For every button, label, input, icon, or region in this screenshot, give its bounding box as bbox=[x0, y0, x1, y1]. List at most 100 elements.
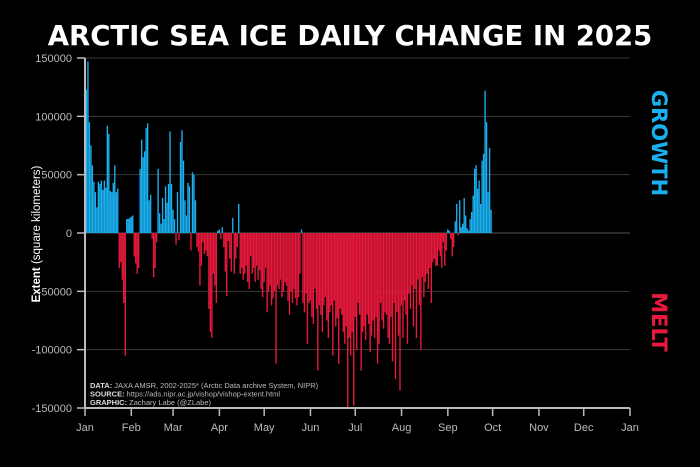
bar bbox=[130, 216, 132, 233]
bar bbox=[287, 233, 289, 301]
bar bbox=[145, 128, 147, 233]
bar bbox=[227, 233, 229, 242]
bar bbox=[388, 233, 391, 344]
bar bbox=[85, 89, 88, 233]
bar bbox=[353, 233, 355, 406]
bar bbox=[232, 217, 234, 233]
bar bbox=[176, 192, 179, 233]
bar bbox=[354, 233, 356, 317]
bar bbox=[441, 233, 443, 268]
bar bbox=[266, 233, 268, 313]
bar bbox=[264, 233, 267, 268]
bar bbox=[136, 233, 138, 274]
bar bbox=[442, 233, 444, 243]
bar bbox=[348, 233, 350, 338]
bar bbox=[208, 233, 210, 309]
bar bbox=[135, 233, 137, 264]
bar bbox=[97, 181, 100, 233]
melt-label: MELT bbox=[647, 292, 671, 352]
bar bbox=[199, 233, 201, 286]
credits: DATA: JAXA AMSR, 2002-2025* (Arctic Data… bbox=[90, 381, 319, 407]
x-tick-labels: Jan Feb Mar Apr May Jun Jul Aug Sep Oct Nov Dec Jan bbox=[76, 408, 639, 434]
bar bbox=[315, 233, 318, 309]
bar bbox=[417, 233, 419, 280]
bar bbox=[254, 233, 256, 282]
bar bbox=[421, 233, 424, 278]
bar bbox=[99, 184, 101, 233]
bar bbox=[146, 123, 149, 233]
bar bbox=[336, 233, 338, 319]
bar bbox=[330, 233, 332, 306]
bar bbox=[329, 233, 331, 313]
bar bbox=[300, 229, 303, 233]
y-tick-labels: 150000 100000 50000 0 -50000 -100000 -150000 bbox=[32, 53, 85, 415]
bar bbox=[102, 189, 104, 233]
credit-line: GRAPHIC: Zachary Labe (@ZLabe) bbox=[90, 398, 211, 407]
bar bbox=[255, 233, 258, 266]
bar bbox=[261, 233, 264, 298]
bar bbox=[303, 233, 306, 313]
bar bbox=[339, 233, 341, 309]
bar bbox=[157, 168, 159, 233]
bar bbox=[382, 233, 385, 329]
bar bbox=[175, 233, 177, 245]
bar bbox=[242, 233, 244, 280]
bar bbox=[476, 188, 479, 233]
bar bbox=[411, 233, 413, 286]
bar bbox=[424, 233, 427, 282]
bar bbox=[478, 180, 480, 233]
bar bbox=[467, 230, 470, 233]
bar bbox=[158, 213, 161, 233]
bar bbox=[396, 233, 398, 313]
bar bbox=[409, 233, 412, 309]
bar bbox=[290, 233, 292, 292]
bar bbox=[291, 233, 294, 303]
bars bbox=[84, 61, 492, 408]
bar bbox=[302, 233, 304, 303]
x-tick-label: Jan bbox=[621, 422, 639, 434]
bar bbox=[108, 133, 110, 233]
bar bbox=[427, 233, 430, 289]
bar bbox=[311, 233, 313, 317]
bar bbox=[327, 233, 330, 338]
bar bbox=[391, 233, 394, 362]
bar bbox=[390, 233, 392, 317]
bar bbox=[379, 233, 382, 303]
bar bbox=[124, 233, 126, 356]
bar bbox=[278, 233, 280, 289]
bar bbox=[297, 233, 300, 298]
bar bbox=[463, 198, 465, 233]
bar bbox=[281, 233, 283, 298]
bar bbox=[188, 186, 191, 233]
bar bbox=[433, 233, 436, 259]
bar bbox=[161, 198, 164, 233]
bar bbox=[299, 233, 301, 274]
bar bbox=[333, 233, 335, 301]
bar bbox=[194, 200, 197, 233]
bar bbox=[435, 233, 437, 266]
bar bbox=[430, 233, 433, 303]
bar bbox=[360, 233, 362, 371]
bar bbox=[273, 233, 276, 292]
bar bbox=[94, 192, 97, 233]
bar bbox=[312, 233, 315, 324]
bar bbox=[212, 233, 215, 274]
bar bbox=[214, 233, 216, 286]
x-tick-label: Feb bbox=[122, 422, 141, 434]
bar bbox=[408, 233, 410, 294]
x-tick-label: Apr bbox=[211, 422, 228, 434]
bar bbox=[167, 184, 170, 233]
x-tick-label: Mar bbox=[164, 422, 183, 434]
bar bbox=[169, 131, 171, 233]
bar bbox=[106, 125, 109, 233]
bar bbox=[358, 233, 361, 315]
bar bbox=[418, 233, 421, 306]
x-tick-label: Jun bbox=[302, 422, 320, 434]
y-tick-label: 100000 bbox=[35, 111, 72, 123]
growth-label: GROWTH bbox=[647, 90, 671, 196]
bar bbox=[366, 233, 368, 315]
bar bbox=[282, 233, 285, 292]
bar bbox=[393, 233, 395, 303]
bar bbox=[318, 233, 321, 306]
